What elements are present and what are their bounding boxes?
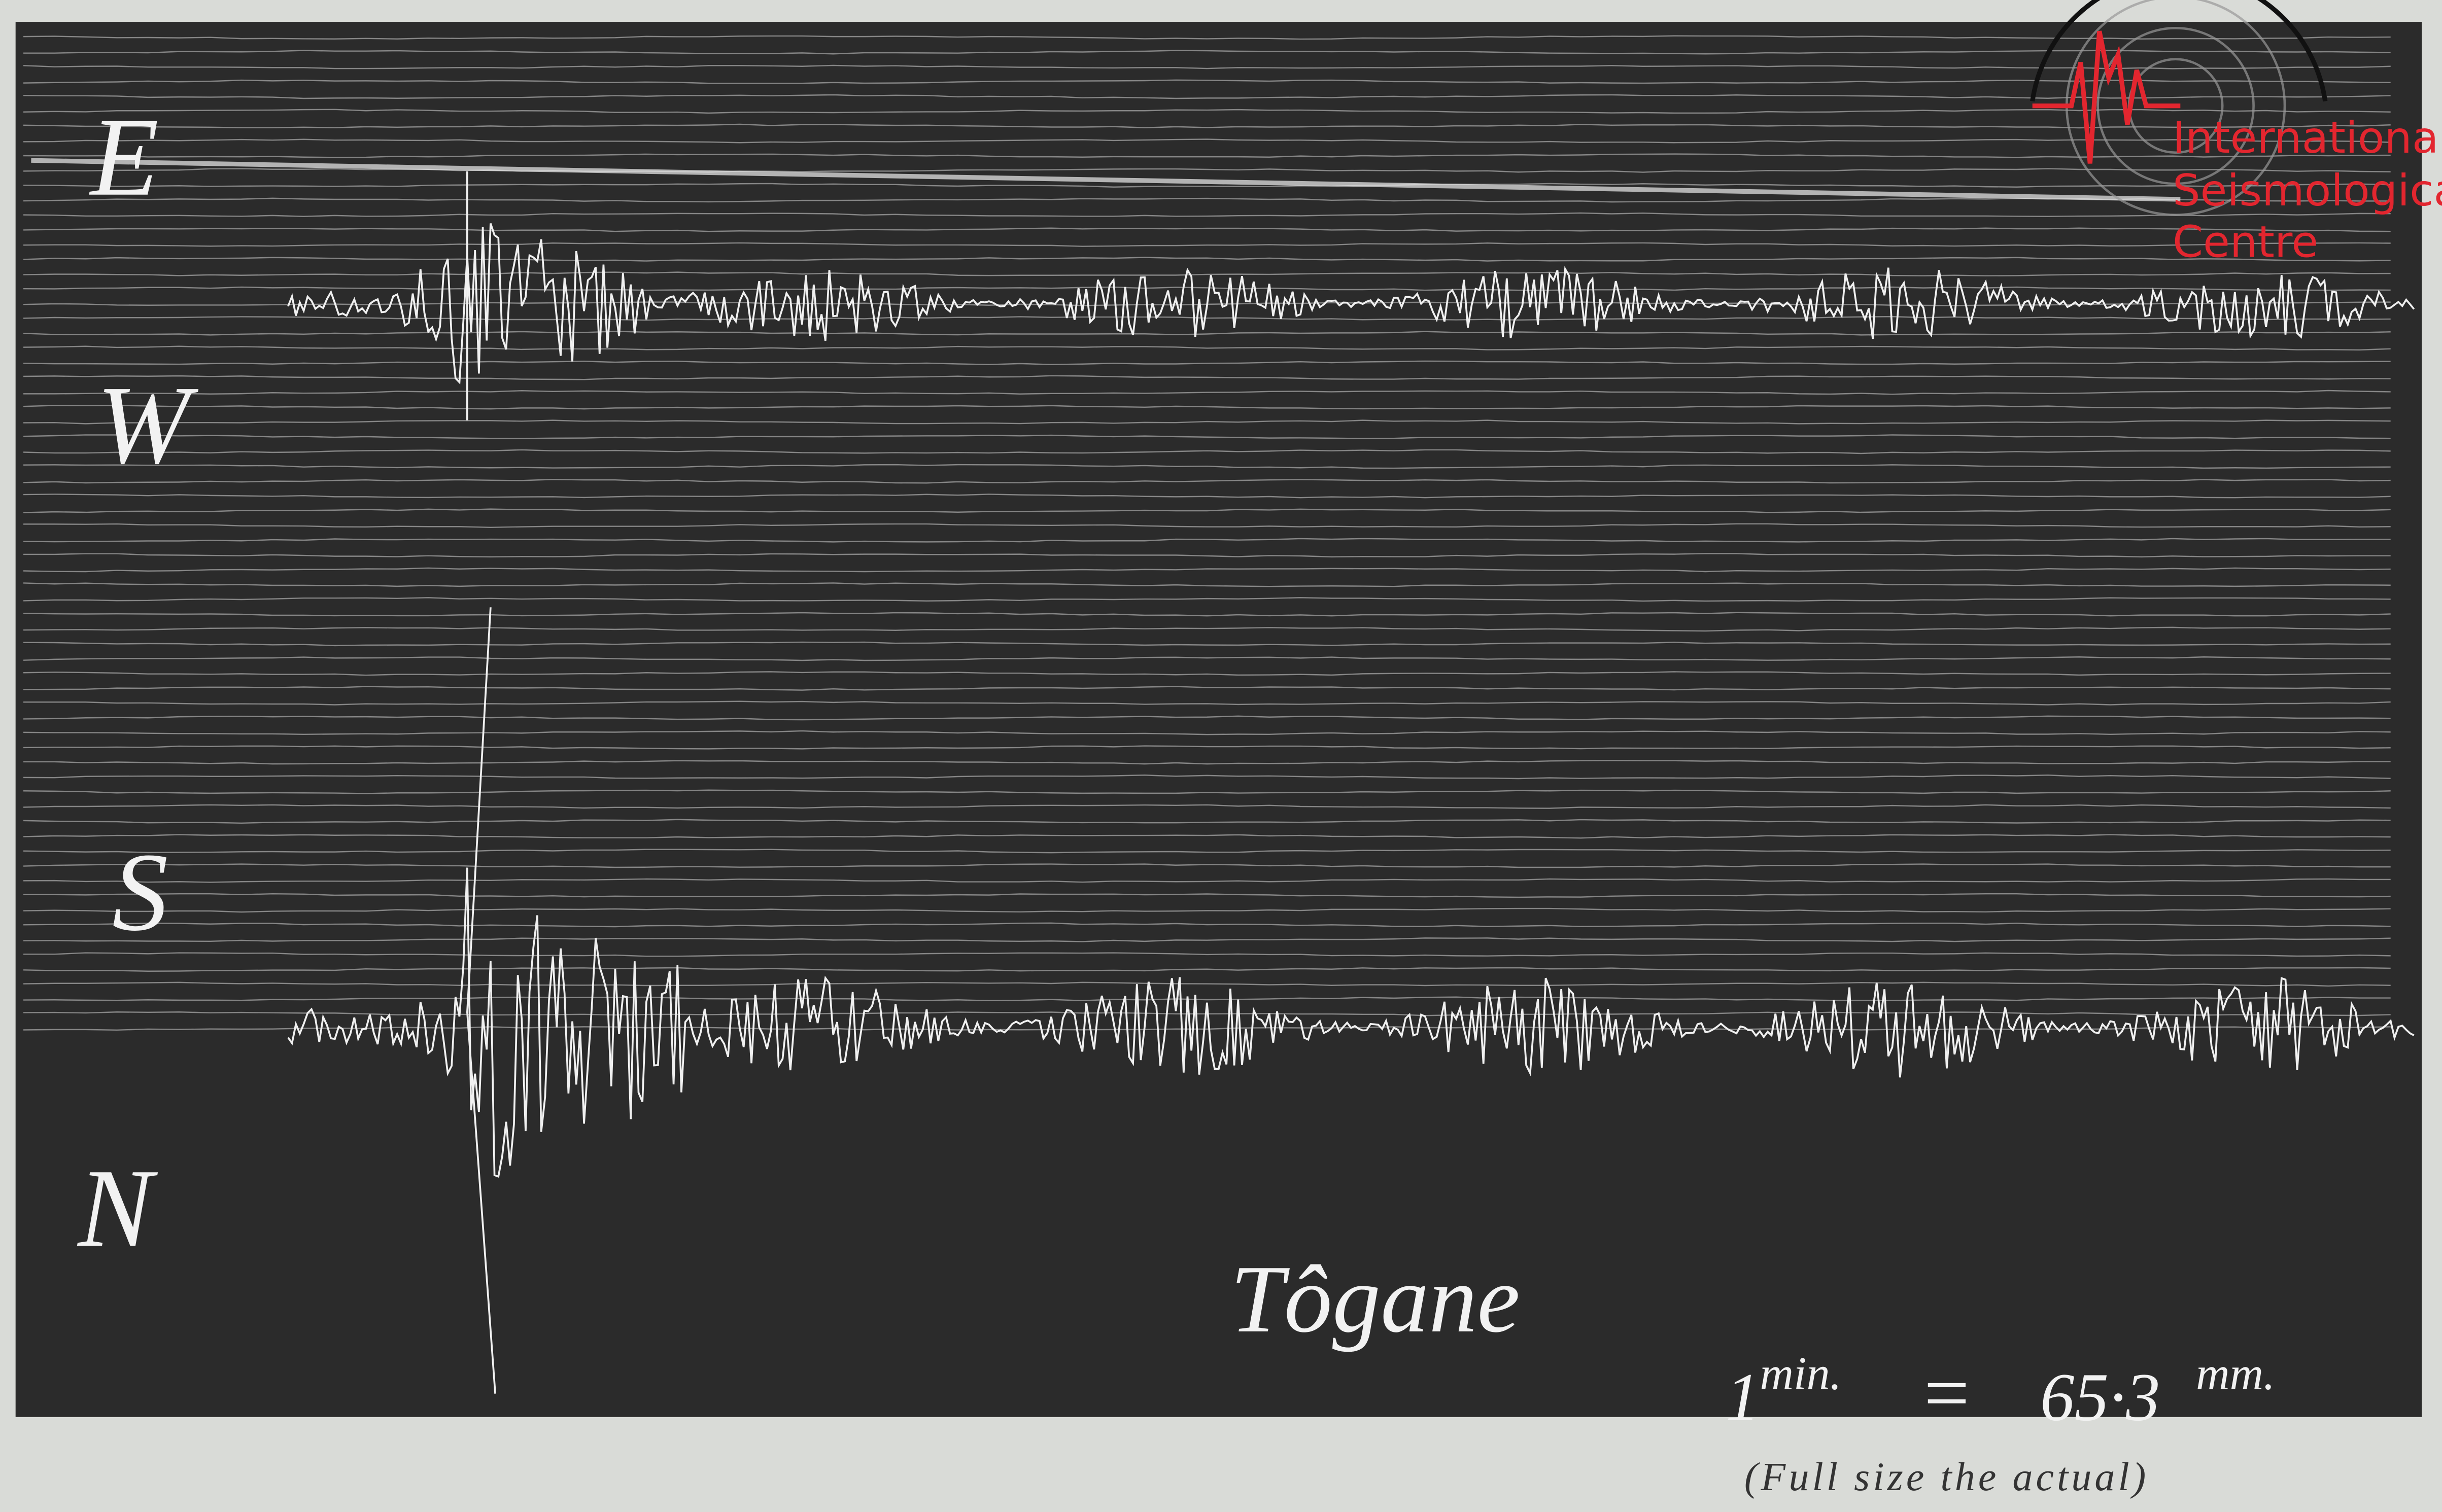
record-line: [23, 123, 2391, 129]
record-line: [23, 641, 2391, 647]
record-line: [23, 197, 2391, 203]
component-label: N: [77, 1146, 158, 1270]
record-line: [23, 153, 2391, 158]
record-line: [23, 907, 2391, 913]
record-line: [23, 419, 2391, 425]
record-line: [23, 390, 2391, 395]
record-line: [23, 109, 2391, 114]
record-line: [23, 138, 2391, 144]
record-line: [23, 700, 2391, 706]
record-line: [23, 464, 2391, 469]
record-line: [23, 715, 2391, 721]
record-line: [23, 553, 2391, 558]
record-line: [23, 331, 2391, 336]
scale-one: 1: [1726, 1360, 1760, 1435]
record-line: [23, 183, 2391, 188]
record-line: [23, 227, 2391, 232]
record-line: [23, 952, 2391, 957]
record-line: [23, 893, 2391, 898]
seismic-trace: [287, 867, 2415, 1178]
record-line: [23, 315, 2391, 321]
component-label: W: [96, 363, 198, 487]
record-line: [23, 523, 2391, 529]
record-line: [23, 789, 2391, 794]
record-line: [23, 937, 2391, 942]
station-name: Tôgane: [1230, 1246, 1520, 1353]
logo-arc: [2030, 0, 2328, 102]
logo-text: Seismological: [2173, 165, 2442, 216]
record-line: [23, 686, 2391, 691]
record-line: [23, 626, 2391, 632]
record-line: [23, 508, 2391, 513]
record-line: [23, 242, 2391, 247]
scale-min: min.: [1760, 1347, 1842, 1399]
record-line: [23, 345, 2391, 351]
record-line: [23, 878, 2391, 883]
record-line: [23, 863, 2391, 868]
record-line: [23, 434, 2391, 439]
record-line: [23, 834, 2391, 839]
record-line: [23, 271, 2391, 276]
record-line: [23, 64, 2391, 69]
record-line: [23, 849, 2391, 854]
record-line: [23, 597, 2391, 602]
record-line: [23, 494, 2391, 499]
record-line: [23, 360, 2391, 365]
record-line: [23, 94, 2391, 99]
record-line: [23, 922, 2391, 928]
record-line: [23, 967, 2391, 972]
record-panel: [15, 21, 2422, 1417]
logo: International Seismological Centre: [2030, 0, 2442, 268]
seismic-traces: [287, 171, 2415, 1394]
background-traces: [23, 35, 2391, 1031]
record-line: [23, 582, 2391, 587]
record-line: [23, 760, 2391, 765]
record-line: [23, 671, 2391, 676]
record-line: [31, 158, 2181, 202]
record-line: [23, 656, 2391, 661]
record-line: [23, 612, 2391, 617]
scale-equals: =: [1919, 1348, 1974, 1438]
logo-text: International: [2173, 113, 2442, 163]
record-line: [23, 538, 2391, 543]
record-line: [23, 819, 2391, 824]
seismic-trace: [287, 223, 2415, 384]
scale-unit: mm.: [2196, 1347, 2275, 1399]
record-line: [23, 567, 2391, 573]
logo-text: Centre: [2173, 217, 2318, 268]
record-line: [23, 257, 2391, 262]
caption: (Full size the actual): [1744, 1455, 2149, 1499]
record-line: [23, 405, 2391, 410]
scale-value: 65·3: [2040, 1360, 2160, 1435]
component-label: E: [89, 95, 159, 219]
record-line: [23, 35, 2391, 40]
record-line: [23, 730, 2391, 735]
record-line: [23, 981, 2391, 987]
logo-wave: [2032, 30, 2181, 164]
record-line: [23, 479, 2391, 484]
record-line: [23, 375, 2391, 380]
record-line: [23, 804, 2391, 809]
record-line: [23, 449, 2391, 454]
record-line: [23, 79, 2391, 84]
record-line: [23, 745, 2391, 750]
record-line: [23, 212, 2391, 217]
record-line: [23, 286, 2391, 291]
record-line: [23, 996, 2391, 1002]
onset-line: [466, 607, 496, 1394]
logo-ring: [2096, 26, 2255, 185]
record-line: [23, 775, 2391, 780]
record-line: [23, 50, 2391, 55]
component-label: S: [112, 830, 168, 954]
